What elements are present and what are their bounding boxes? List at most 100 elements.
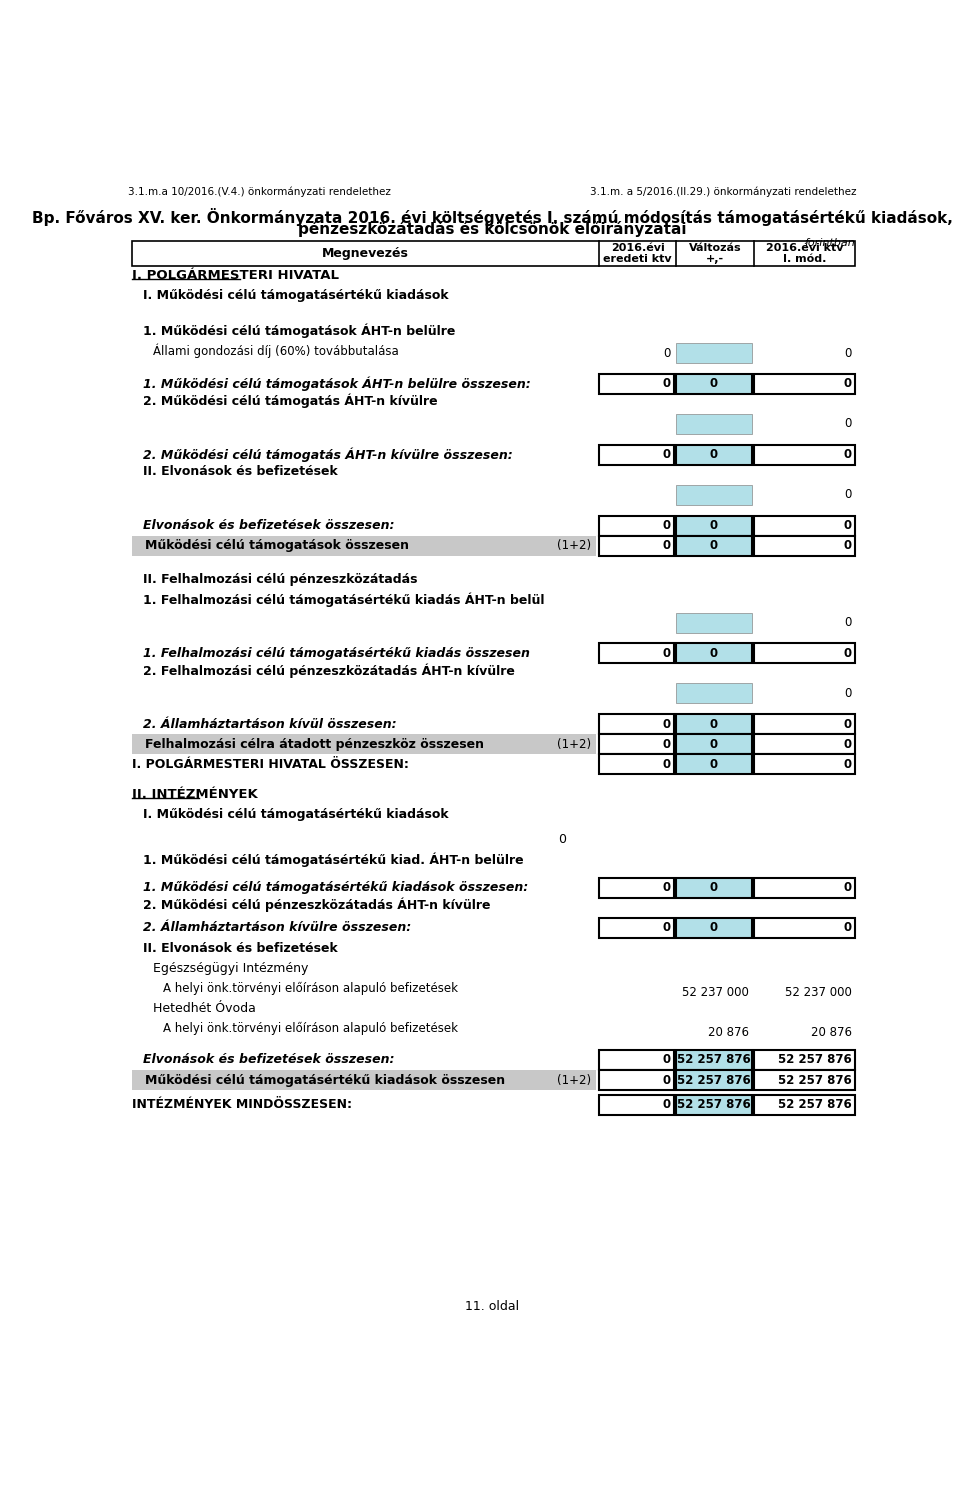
- Text: 1. Felhalmozási célú támogatásértékű kiadás összesen: 1. Felhalmozási célú támogatásértékű kia…: [143, 648, 530, 660]
- FancyBboxPatch shape: [132, 735, 596, 754]
- Text: 0: 0: [844, 920, 852, 934]
- Text: Állami gondozási díj (60%) továbbutalása: Állami gondozási díj (60%) továbbutalása: [154, 343, 399, 358]
- Text: A helyi önk.törvényi előíráson alapuló befizetések: A helyi önk.törvényi előíráson alapuló b…: [162, 1022, 458, 1036]
- Text: 20 876: 20 876: [810, 1025, 852, 1039]
- Text: Bp. Főváros XV. ker. Önkormányzata 2016. évi költségvetés I. számú módosítás tám: Bp. Főváros XV. ker. Önkormányzata 2016.…: [32, 208, 952, 226]
- Text: (1+2): (1+2): [557, 540, 591, 552]
- Text: 2016.évi
eredeti ktv: 2016.évi eredeti ktv: [604, 243, 672, 264]
- Text: 0: 0: [663, 519, 671, 532]
- Text: 52 257 876: 52 257 876: [778, 1099, 852, 1111]
- FancyBboxPatch shape: [754, 754, 854, 775]
- Text: 0: 0: [663, 920, 671, 934]
- FancyBboxPatch shape: [677, 373, 752, 394]
- Text: 0: 0: [663, 881, 671, 893]
- Text: 52 237 000: 52 237 000: [784, 986, 852, 998]
- Text: 0: 0: [844, 881, 852, 893]
- Text: 0: 0: [844, 616, 852, 630]
- FancyBboxPatch shape: [677, 735, 752, 754]
- Text: 2. Államháztartáson kívülre összesen:: 2. Államháztartáson kívülre összesen:: [143, 920, 412, 934]
- Text: 0: 0: [663, 448, 671, 462]
- FancyBboxPatch shape: [599, 735, 674, 754]
- FancyBboxPatch shape: [754, 516, 854, 535]
- Text: 52 237 000: 52 237 000: [682, 986, 749, 998]
- FancyBboxPatch shape: [754, 445, 854, 465]
- FancyBboxPatch shape: [132, 1070, 596, 1090]
- FancyBboxPatch shape: [599, 917, 674, 937]
- FancyBboxPatch shape: [599, 643, 674, 664]
- Text: 2. Működési célú pénzeszközátadás ÁHT-n kívülre: 2. Működési célú pénzeszközátadás ÁHT-n …: [143, 898, 491, 911]
- FancyBboxPatch shape: [677, 1070, 752, 1090]
- FancyBboxPatch shape: [754, 1094, 854, 1115]
- FancyBboxPatch shape: [754, 1070, 854, 1090]
- Text: II. Felhalmozási célú pénzeszközátadás: II. Felhalmozási célú pénzeszközátadás: [143, 573, 418, 586]
- Text: 0: 0: [844, 540, 852, 552]
- Text: (1+2): (1+2): [557, 1073, 591, 1087]
- Text: 0: 0: [844, 378, 852, 390]
- Text: 0: 0: [710, 378, 718, 390]
- FancyBboxPatch shape: [132, 241, 854, 267]
- FancyBboxPatch shape: [754, 877, 854, 898]
- Text: A helyi önk.törvényi előíráson alapuló befizetések: A helyi önk.törvényi előíráson alapuló b…: [162, 982, 458, 995]
- Text: 0: 0: [663, 718, 671, 732]
- Text: 2. Államháztartáson kívül összesen:: 2. Államháztartáson kívül összesen:: [143, 718, 396, 732]
- Text: 0: 0: [710, 648, 718, 660]
- Text: 1. Működési célú támogatások ÁHT-n belülre összesen:: 1. Működési célú támogatások ÁHT-n belül…: [143, 376, 531, 391]
- Text: II. INTÉZMÉNYEK: II. INTÉZMÉNYEK: [132, 788, 257, 800]
- Text: 0: 0: [663, 738, 671, 751]
- Text: Felhalmozási célra átadott pénzeszköz összesen: Felhalmozási célra átadott pénzeszköz ös…: [145, 738, 484, 751]
- Text: Változás
+,-: Változás +,-: [689, 243, 741, 264]
- Text: 52 257 876: 52 257 876: [677, 1054, 751, 1066]
- Text: 0: 0: [558, 833, 565, 845]
- Text: INTÉZMÉNYEK MINDÖSSZESEN:: INTÉZMÉNYEK MINDÖSSZESEN:: [132, 1099, 351, 1111]
- Text: 52 257 876: 52 257 876: [778, 1073, 852, 1087]
- Text: 0: 0: [663, 758, 671, 770]
- FancyBboxPatch shape: [677, 343, 752, 363]
- FancyBboxPatch shape: [754, 373, 854, 394]
- Text: II. Elvonások és befizetések: II. Elvonások és befizetések: [143, 943, 338, 955]
- Text: II. Elvonások és befizetések: II. Elvonások és befizetések: [143, 465, 338, 478]
- Text: 1. Működési célú támogatások ÁHT-n belülre: 1. Működési célú támogatások ÁHT-n belül…: [143, 324, 456, 337]
- FancyBboxPatch shape: [599, 373, 674, 394]
- Text: Elvonások és befizetések összesen:: Elvonások és befizetések összesen:: [143, 1054, 395, 1066]
- Text: 0: 0: [710, 448, 718, 462]
- Text: (1+2): (1+2): [557, 738, 591, 751]
- Text: 2. Működési célú támogatás ÁHT-n kívülre: 2. Működési célú támogatás ÁHT-n kívülre: [143, 394, 438, 408]
- Text: I. POLGÁRMESTERI HIVATAL ÖSSZESEN:: I. POLGÁRMESTERI HIVATAL ÖSSZESEN:: [132, 758, 409, 770]
- FancyBboxPatch shape: [677, 754, 752, 775]
- Text: 3.1.m. a 5/2016.(II.29.) önkormányzati rendelethez: 3.1.m. a 5/2016.(II.29.) önkormányzati r…: [589, 186, 856, 196]
- Text: 0: 0: [663, 540, 671, 552]
- Text: 0: 0: [663, 1099, 671, 1111]
- Text: 0: 0: [844, 417, 852, 430]
- Text: 0: 0: [844, 648, 852, 660]
- Text: pénzeszközátadás és kölcsönök előirányzatai: pénzeszközátadás és kölcsönök előirányza…: [298, 222, 686, 237]
- Text: 0: 0: [710, 718, 718, 732]
- Text: 0: 0: [844, 718, 852, 732]
- FancyBboxPatch shape: [754, 735, 854, 754]
- FancyBboxPatch shape: [677, 1094, 752, 1115]
- FancyBboxPatch shape: [754, 1049, 854, 1070]
- Text: 52 257 876: 52 257 876: [677, 1099, 751, 1111]
- Text: 0: 0: [663, 378, 671, 390]
- FancyBboxPatch shape: [599, 1070, 674, 1090]
- Text: 0: 0: [663, 1073, 671, 1087]
- Text: 3.1.m.a 10/2016.(V.4.) önkormányzati rendelethez: 3.1.m.a 10/2016.(V.4.) önkormányzati ren…: [128, 186, 391, 196]
- Text: Működési célú támogatások összesen: Működési célú támogatások összesen: [145, 540, 409, 552]
- Text: Működési célú támogatásértékű kiadások összesen: Működési célú támogatásértékű kiadások ö…: [145, 1073, 505, 1087]
- FancyBboxPatch shape: [677, 414, 752, 435]
- Text: Hetedhét Óvoda: Hetedhét Óvoda: [154, 1003, 256, 1015]
- FancyBboxPatch shape: [677, 877, 752, 898]
- Text: 52 257 876: 52 257 876: [677, 1073, 751, 1087]
- Text: I. Működési célú támogatásértékű kiadások: I. Működési célú támogatásértékű kiadáso…: [143, 808, 449, 821]
- FancyBboxPatch shape: [599, 516, 674, 535]
- Text: 0: 0: [844, 519, 852, 532]
- Text: 11. oldal: 11. oldal: [465, 1300, 519, 1313]
- Text: 52 257 876: 52 257 876: [778, 1054, 852, 1066]
- Text: Megnevezés: Megnevezés: [322, 247, 409, 259]
- FancyBboxPatch shape: [599, 754, 674, 775]
- Text: Elvonások és befizetések összesen:: Elvonások és befizetések összesen:: [143, 519, 395, 532]
- FancyBboxPatch shape: [677, 484, 752, 505]
- FancyBboxPatch shape: [677, 516, 752, 535]
- FancyBboxPatch shape: [677, 535, 752, 556]
- Text: 0: 0: [710, 738, 718, 751]
- FancyBboxPatch shape: [599, 1049, 674, 1070]
